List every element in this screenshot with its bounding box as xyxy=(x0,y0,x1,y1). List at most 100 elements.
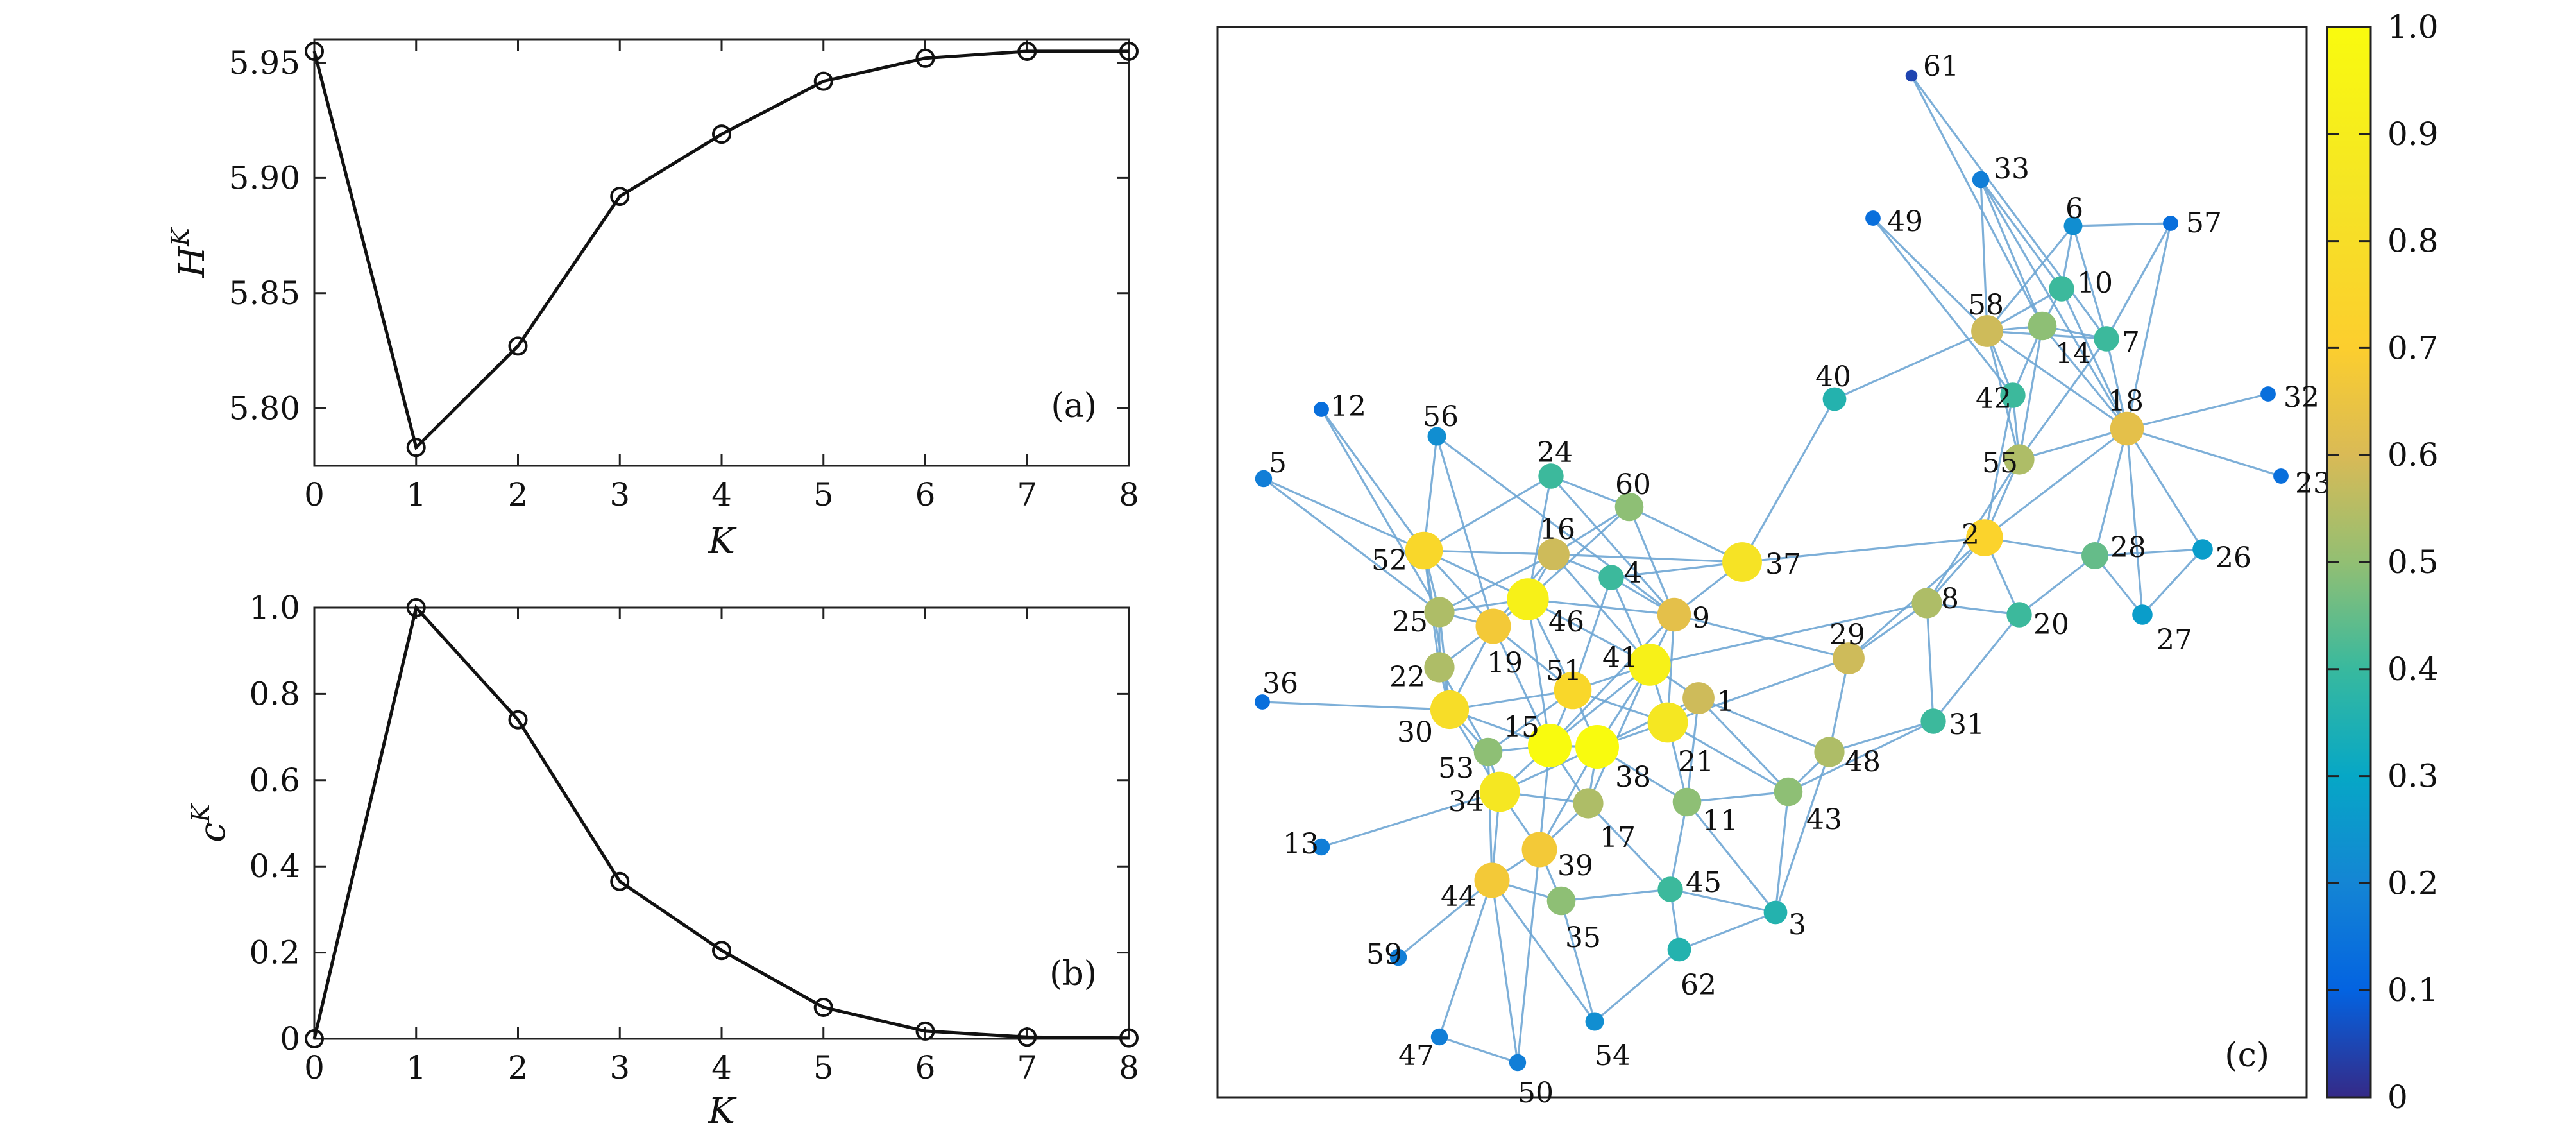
network-node-label: 51 xyxy=(1546,654,1582,687)
network-node xyxy=(1614,492,1644,522)
network-node-label: 34 xyxy=(1448,785,1484,818)
network-node xyxy=(1911,588,1942,619)
network-node xyxy=(2110,411,2144,446)
network-node xyxy=(1833,642,1865,674)
network-edge xyxy=(2126,428,2204,550)
network-edge xyxy=(1436,435,1675,616)
network-edge xyxy=(1686,697,1700,803)
network-edge xyxy=(1572,577,1613,691)
network-edge xyxy=(2072,222,2171,227)
x-tick-label: 3 xyxy=(609,476,630,513)
network-node-label: 59 xyxy=(1366,938,1402,971)
network-edge xyxy=(1667,721,1789,793)
network-edge xyxy=(1649,602,1928,666)
network-edge xyxy=(1553,553,1743,563)
network-edge xyxy=(1320,409,1425,551)
network-edge xyxy=(1587,802,1672,891)
network-edge xyxy=(1449,689,1573,711)
colorbar-tick-label: 0.1 xyxy=(2387,971,2439,1009)
network-node xyxy=(1667,937,1691,962)
network-edge xyxy=(2018,338,2108,460)
network-node-label: 46 xyxy=(1548,606,1584,638)
network-node xyxy=(1905,69,1918,82)
x-tick-label: 8 xyxy=(1119,1049,1139,1086)
colorbar-tick-label: 1.0 xyxy=(2387,8,2439,46)
network-edge xyxy=(1741,536,1985,563)
x-tick-label: 2 xyxy=(508,1049,529,1086)
network-node xyxy=(1538,463,1564,489)
svg-text:cK: cK xyxy=(187,803,233,842)
network-node xyxy=(1507,578,1549,620)
network-node xyxy=(1546,886,1576,916)
network-edge xyxy=(1552,553,1651,666)
network-node-label: 37 xyxy=(1765,548,1801,581)
network-node-label: 45 xyxy=(1686,866,1722,899)
network-edge xyxy=(2019,554,2096,616)
network-edge xyxy=(1611,561,1743,579)
network-node xyxy=(1672,787,1702,817)
data-point xyxy=(305,41,324,61)
colorbar-ticks: 0 0.1 0.2 0.3 0.4 0.5 0.6 0.7 0.8 0.9 1.0 xyxy=(2327,8,2439,1116)
data-point xyxy=(813,71,833,91)
network-edge xyxy=(1491,880,1519,1063)
network-edge xyxy=(1397,879,1493,959)
y-tick-label: 0.8 xyxy=(249,675,300,712)
network-node xyxy=(1255,470,1273,488)
network-edge xyxy=(2126,223,2172,429)
network-node xyxy=(1629,644,1671,686)
network-node-label: 1 xyxy=(1716,685,1734,718)
network-node-label: 38 xyxy=(1615,761,1651,794)
network-node-label: 13 xyxy=(1283,828,1319,860)
panel-a-y-ticks: 5.80 5.85 5.90 5.95 xyxy=(229,44,1129,427)
network-node-label: 26 xyxy=(2216,542,2251,574)
network-node xyxy=(2063,216,2083,235)
y-tick-label: 0.4 xyxy=(249,848,300,885)
network-node-label: 3 xyxy=(1788,909,1806,941)
x-tick-label: 3 xyxy=(609,1049,630,1086)
y-tick-label: 0.6 xyxy=(249,762,300,799)
network-node-label: 20 xyxy=(2033,608,2069,641)
y-tick-label: 1.0 xyxy=(249,589,300,626)
y-tick-label: 0.2 xyxy=(249,934,300,971)
network-edge xyxy=(2072,225,2108,339)
network-edge xyxy=(1527,506,1631,601)
panel-c-label: (c) xyxy=(2224,1036,2269,1075)
network-edge xyxy=(1487,751,1493,881)
network-node xyxy=(1774,777,1803,807)
network-node xyxy=(1682,682,1715,714)
network-edge xyxy=(1263,477,1440,613)
network-node xyxy=(2260,386,2276,402)
panel-a-x-ticks: 0 1 2 3 4 5 6 7 8 xyxy=(304,40,1139,513)
network-edge xyxy=(1438,880,1493,1038)
network-node-label: 19 xyxy=(1487,647,1523,680)
x-tick-label: 7 xyxy=(1017,476,1037,513)
panel-b-label: (b) xyxy=(1049,955,1097,993)
network-edge xyxy=(1423,436,1438,551)
network-node xyxy=(2028,311,2057,341)
network-edge xyxy=(1550,475,1675,616)
x-tick-label: 2 xyxy=(508,476,529,513)
network-node-label: 10 xyxy=(2077,267,2113,300)
network-edge xyxy=(1829,720,1934,753)
panel-b-y-label-base: c xyxy=(192,823,233,842)
network-edge xyxy=(1979,179,2044,327)
panel-a-y-label: HK xyxy=(166,227,213,278)
network-node-label: 29 xyxy=(1829,619,1865,651)
network-edge xyxy=(1872,217,1988,332)
network-node xyxy=(1430,1028,1448,1046)
network-node-label: 6 xyxy=(2065,192,2083,225)
network-node-label: 49 xyxy=(1887,205,1923,238)
network-node-label: 21 xyxy=(1678,746,1714,778)
network-node-label: 33 xyxy=(1994,153,2029,185)
network-node xyxy=(1865,210,1881,226)
network-node xyxy=(1972,171,1990,189)
network-node xyxy=(1538,538,1570,570)
network-node xyxy=(1312,838,1330,856)
network-node xyxy=(1479,771,1520,812)
network-node-label: 12 xyxy=(1330,390,1366,423)
network-edge xyxy=(1910,75,2044,327)
network-node xyxy=(1255,694,1270,710)
data-point xyxy=(1119,41,1139,61)
panel-b-x-label: K xyxy=(708,1090,737,1132)
network-edge xyxy=(1423,475,1552,552)
